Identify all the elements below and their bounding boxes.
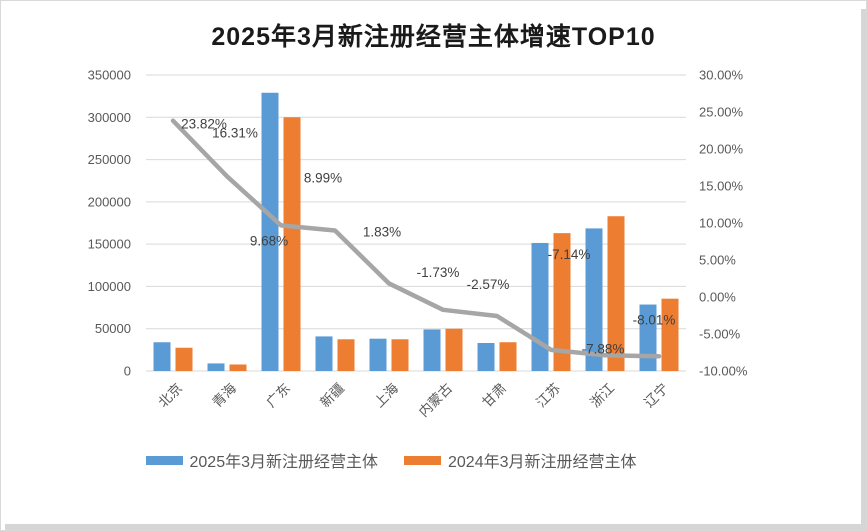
bar-2025-青海 <box>207 363 225 371</box>
category-label-浙江: 浙江 <box>587 381 617 411</box>
right-axis-tick-label: 0.00% <box>699 290 736 305</box>
bar-2024-新疆 <box>337 339 355 371</box>
left-axis-tick-label: 250000 <box>88 152 131 167</box>
window-shadow-right <box>861 9 866 530</box>
left-axis-tick-label: 0 <box>124 364 131 379</box>
right-axis-tick-label: 30.00% <box>699 68 744 83</box>
left-axis-tick-label: 300000 <box>88 110 131 125</box>
bar-2024-广东 <box>283 117 301 372</box>
right-axis-tick-label: -10.00% <box>699 364 748 379</box>
category-label-北京: 北京 <box>155 381 185 411</box>
data-label: -7.88% <box>582 341 625 356</box>
bar-2024-上海 <box>391 339 409 371</box>
legend: 2025年3月新注册经营主体 2024年3月新注册经营主体 <box>1 448 781 472</box>
right-axis-tick-label: 25.00% <box>699 105 744 120</box>
left-axis-tick-label: 150000 <box>88 237 131 252</box>
bar-2024-甘肃 <box>499 342 517 371</box>
bar-2024-浙江 <box>607 216 625 371</box>
bar-2024-青海 <box>229 364 247 371</box>
right-axis-tick-label: 5.00% <box>699 253 736 268</box>
left-axis-tick-label: 350000 <box>88 68 131 83</box>
left-axis-tick-label: 200000 <box>88 194 131 209</box>
bar-2025-新疆 <box>315 336 333 371</box>
left-axis-tick-label: 100000 <box>88 279 131 294</box>
bar-2025-内蒙古 <box>423 329 441 371</box>
data-label: 8.99% <box>304 170 342 185</box>
bar-2025-甘肃 <box>477 343 495 371</box>
right-axis-tick-label: 10.00% <box>699 216 744 231</box>
legend-item-2025: 2025年3月新注册经营主体 <box>145 448 379 472</box>
left-axis-tick-label: 50000 <box>95 321 131 336</box>
category-label-甘肃: 甘肃 <box>479 381 509 411</box>
bar-2025-浙江 <box>585 228 603 371</box>
category-label-内蒙古: 内蒙古 <box>416 381 455 420</box>
data-label: 16.31% <box>212 125 258 140</box>
bar-2025-广东 <box>261 92 279 371</box>
legend-item-2024: 2024年3月新注册经营主体 <box>404 448 637 472</box>
data-label: -2.57% <box>467 277 510 292</box>
category-label-上海: 上海 <box>371 381 401 411</box>
data-label: -8.01% <box>633 312 676 327</box>
legend-swatch-2024-icon <box>404 455 441 465</box>
bar-2024-内蒙古 <box>445 328 463 371</box>
data-label: 9.68% <box>250 233 288 248</box>
category-label-青海: 青海 <box>209 381 239 411</box>
right-axis-tick-label: 20.00% <box>699 142 744 157</box>
legend-swatch-2025-icon <box>145 455 183 465</box>
category-label-辽宁: 辽宁 <box>641 380 671 410</box>
legend-label-2025: 2025年3月新注册经营主体 <box>189 454 379 471</box>
category-label-新疆: 新疆 <box>317 381 347 411</box>
chart-title: 2025年3月新注册经营主体增速TOP10 <box>211 23 656 51</box>
bar-2024-辽宁 <box>661 298 679 371</box>
category-label-广东: 广东 <box>263 381 293 411</box>
legend-label-2024: 2024年3月新注册经营主体 <box>448 454 637 471</box>
category-label-江苏: 江苏 <box>533 381 563 411</box>
bar-2024-江苏 <box>553 233 571 371</box>
data-label: 1.83% <box>363 224 401 239</box>
right-axis-tick-label: -5.00% <box>699 327 741 342</box>
bar-2024-北京 <box>175 347 193 371</box>
right-axis-tick-label: 15.00% <box>699 179 744 194</box>
bar-2025-江苏 <box>531 242 549 371</box>
data-label: -7.14% <box>548 247 591 262</box>
window-shadow-bottom <box>5 524 866 530</box>
growth-rate-line <box>170 118 662 359</box>
data-label: -1.73% <box>417 265 460 280</box>
bar-2025-上海 <box>369 338 387 371</box>
data-label: 23.82% <box>181 117 227 132</box>
bar-2025-北京 <box>153 342 171 371</box>
